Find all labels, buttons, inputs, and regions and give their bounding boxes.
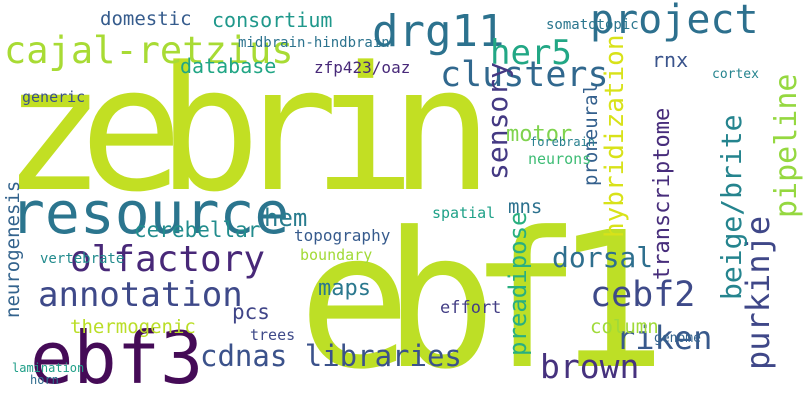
word-topography: topography [294, 226, 391, 245]
word-cerebellar: cerebellar [134, 218, 261, 242]
word-zfp423-oaz: zfp423/oaz [314, 58, 411, 77]
word-motor: motor [506, 122, 573, 147]
word-somatotopic: somatotopic [546, 17, 639, 33]
word-transcriptome: transcriptome [650, 107, 675, 280]
word-neurons: neurons [528, 150, 592, 168]
word-sensory: sensory [481, 61, 514, 180]
word-cebf2: cebf2 [590, 275, 696, 315]
word-horn: horn [30, 373, 59, 387]
word-zebrin: zebrin [2, 29, 493, 230]
word-mns: mns [508, 196, 543, 218]
word-spatial: spatial [432, 204, 496, 222]
word-maps: maps [318, 276, 371, 301]
word-genome: genome [654, 331, 701, 346]
word-thermogenic: thermogenic [70, 316, 196, 338]
word-brown: brown [540, 347, 640, 386]
word-hem: hem [264, 204, 308, 232]
word-cortex: cortex [712, 67, 759, 82]
word-her5: her5 [490, 33, 572, 73]
word-neurogenesis: neurogenesis [2, 180, 24, 318]
word-cajal-retzius: cajal-retzius [4, 29, 294, 72]
word-generic: generic [22, 88, 86, 106]
word-database: database [180, 54, 277, 78]
word-domestic: domestic [100, 8, 192, 30]
word-drg11: drg11 [372, 6, 505, 57]
word-project: project [590, 0, 759, 43]
word-preadipose: preadipose [504, 211, 532, 357]
word-resource: resource [10, 179, 290, 247]
word-cdnas-libraries: cdnas libraries [200, 339, 462, 373]
word-forebrain: forebrain [530, 135, 596, 149]
word-dorsal: dorsal [552, 241, 654, 274]
word-trees: trees [250, 326, 296, 344]
word-midbrain-hindbrain: midbrain-hindbrain [238, 35, 390, 51]
word-pipeline: pipeline [769, 73, 804, 219]
word-consortium: consortium [212, 8, 333, 32]
word-beige-brite: beige/brite [715, 114, 748, 300]
word-ebf1: ebf1 [298, 192, 667, 404]
word-pcs: pcs [232, 300, 270, 324]
word-column: column [590, 316, 659, 338]
word-olfactory: olfactory [70, 239, 266, 280]
word-vertebrate: vertebrate [40, 251, 125, 267]
word-clusters: clusters [440, 55, 609, 95]
word-lamination: lamination [12, 361, 85, 375]
word-ebf3: ebf3 [30, 316, 204, 400]
word-hybridization: hybridization [600, 34, 630, 239]
word-boundary: boundary [300, 246, 373, 264]
word-riken: riken [616, 319, 713, 357]
word-rnx: rnx [652, 48, 689, 72]
word-annotation: annotation [38, 275, 243, 315]
word-effort: effort [440, 298, 502, 318]
